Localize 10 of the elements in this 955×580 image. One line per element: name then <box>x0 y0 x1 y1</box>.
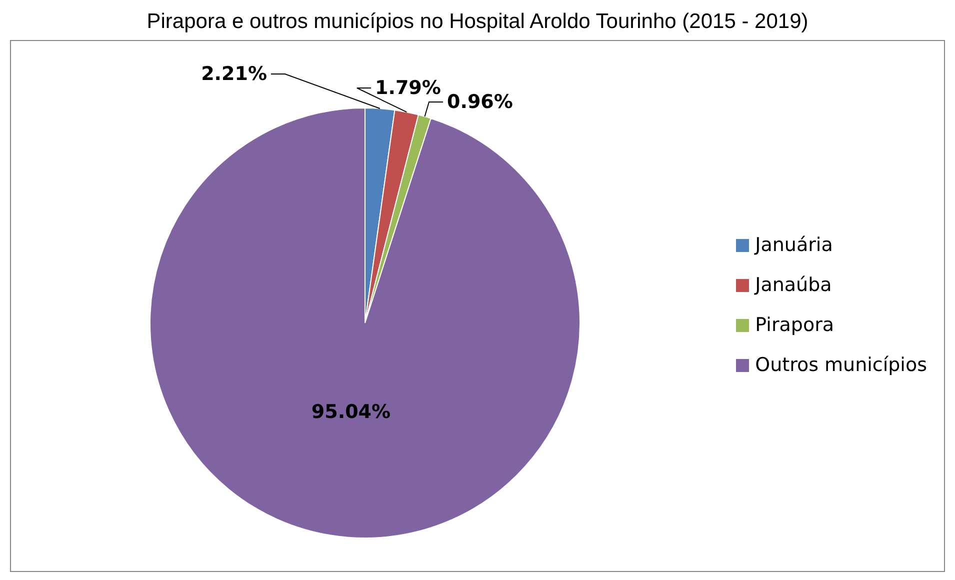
pie-slice <box>150 108 580 538</box>
data-label: 1.79% <box>375 77 441 99</box>
data-label: 2.21% <box>201 63 267 85</box>
data-label: 0.96% <box>447 91 513 113</box>
legend-label: Janaúba <box>755 274 832 296</box>
legend-label: Januária <box>755 234 833 256</box>
legend-label: Pirapora <box>755 314 834 336</box>
chart-title: Pirapora e outros municípios no Hospital Aroldo Tourinho (2015 - 2019) <box>146 9 810 35</box>
legend-label: Outros municípios <box>755 354 927 376</box>
data-label: 95.04% <box>311 401 391 424</box>
